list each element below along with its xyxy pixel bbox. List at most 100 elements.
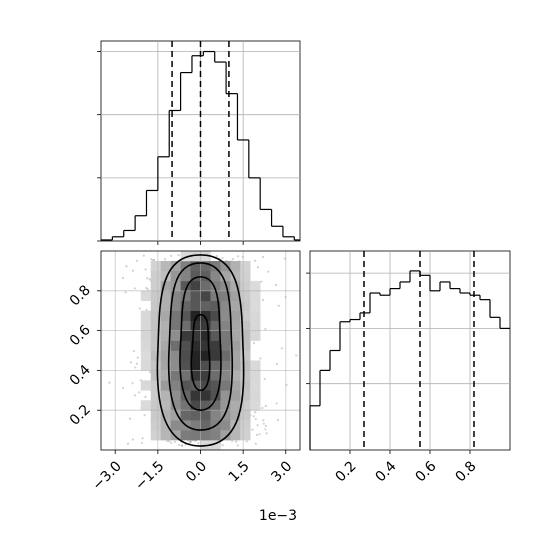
scatter-point-717 bbox=[258, 433, 261, 436]
density-cell-21 bbox=[150, 310, 161, 321]
scatter-point-747 bbox=[262, 422, 265, 425]
scatter-point-779 bbox=[261, 255, 265, 259]
density-cell-141 bbox=[220, 420, 231, 431]
density-cell-96 bbox=[190, 290, 201, 302]
density-cell-142 bbox=[220, 410, 231, 421]
density-cell-46 bbox=[170, 420, 181, 431]
bottom-right-ticks bbox=[306, 272, 471, 454]
density-cell-38 bbox=[160, 320, 171, 331]
density-cell-127 bbox=[210, 380, 221, 391]
density-cell-11 bbox=[150, 410, 161, 421]
density-cell-196 bbox=[250, 380, 261, 391]
scatter-point-233 bbox=[295, 354, 298, 357]
scatter-point-420 bbox=[256, 266, 260, 269]
density-cell-18 bbox=[150, 340, 161, 351]
density-cell-121 bbox=[210, 440, 221, 450]
scatter-point-640 bbox=[231, 439, 234, 443]
density-cell-51 bbox=[170, 370, 181, 381]
density-cell-62 bbox=[170, 260, 181, 272]
scatter-point-165 bbox=[177, 443, 181, 447]
density-cell-179 bbox=[240, 400, 251, 411]
density-cell-19 bbox=[150, 330, 161, 341]
scatter-point-59 bbox=[153, 258, 156, 262]
density-cell-39 bbox=[160, 310, 171, 321]
scatter-point-476 bbox=[133, 394, 137, 397]
density-cell-167 bbox=[230, 340, 241, 351]
bottom-right-x-tick-labels: 0.2 0.4 0.6 0.8 bbox=[333, 458, 480, 485]
top-left-quantile-lines bbox=[171, 41, 230, 241]
density-cell-54 bbox=[170, 340, 181, 351]
density-cell-184 bbox=[240, 350, 251, 361]
density-cell-59 bbox=[170, 290, 181, 302]
bl-ytick-label-2: 0.6 bbox=[67, 322, 94, 349]
density-cell-28 bbox=[160, 420, 171, 431]
scatter-point-383 bbox=[265, 432, 268, 435]
top-left-histogram-panel bbox=[97, 40, 301, 245]
density-cell-37 bbox=[160, 330, 171, 341]
density-cell-188 bbox=[240, 310, 251, 321]
density-cell-106 bbox=[200, 390, 211, 401]
scatter-point-228 bbox=[253, 259, 257, 262]
density-cell-56 bbox=[170, 320, 181, 331]
density-cell-136 bbox=[210, 290, 221, 302]
bottom-left-contours bbox=[156, 254, 245, 447]
density-cell-170 bbox=[230, 310, 241, 321]
br-xtick-label-3: 0.8 bbox=[453, 458, 480, 485]
density-cell-24 bbox=[150, 280, 161, 292]
density-cell-35 bbox=[160, 350, 171, 361]
bottom-left-ticks bbox=[97, 290, 287, 454]
density-cell-113 bbox=[200, 320, 211, 331]
bl-ytick-label-3: 0.8 bbox=[67, 282, 94, 309]
scatter-point-637 bbox=[142, 254, 145, 257]
density-cell-109 bbox=[200, 360, 211, 371]
density-cell-152 bbox=[220, 310, 231, 321]
bottom-right-histogram-steps bbox=[309, 270, 510, 450]
scatter-point-482 bbox=[215, 254, 218, 258]
density-cell-166 bbox=[230, 350, 241, 361]
density-cell-68 bbox=[180, 380, 191, 391]
scatter-point-350 bbox=[91, 429, 93, 431]
scatter-point-723 bbox=[145, 286, 148, 290]
scatter-point-262 bbox=[135, 362, 138, 365]
density-cell-23 bbox=[150, 290, 161, 302]
density-cell-149 bbox=[220, 340, 231, 351]
density-cell-135 bbox=[210, 300, 221, 311]
bl-xtick-label-4: 3.0 bbox=[268, 458, 295, 485]
scatter-point-708 bbox=[275, 402, 278, 405]
scatter-point-19 bbox=[189, 440, 192, 443]
density-cell-185 bbox=[240, 340, 251, 351]
density-cell-169 bbox=[230, 320, 241, 331]
density-cell-114 bbox=[200, 310, 211, 321]
density-cell-65 bbox=[180, 410, 191, 421]
density-cell-31 bbox=[160, 390, 171, 401]
density-cell-63 bbox=[180, 430, 191, 441]
density-cell-34 bbox=[160, 360, 171, 371]
density-cell-124 bbox=[210, 410, 221, 421]
bl-xtick-label-0: −3.0 bbox=[89, 458, 124, 493]
density-cell-139 bbox=[210, 260, 221, 272]
density-cell-116 bbox=[200, 290, 211, 302]
density-cell-13 bbox=[150, 390, 161, 401]
density-cell-94 bbox=[190, 310, 201, 321]
density-cell-26 bbox=[150, 260, 161, 272]
density-cell-145 bbox=[220, 380, 231, 391]
density-cell-110 bbox=[200, 350, 211, 361]
scatter-point-704 bbox=[125, 265, 128, 268]
scatter-point-861 bbox=[131, 382, 134, 385]
density-cell-84 bbox=[190, 410, 201, 421]
density-cell-66 bbox=[180, 400, 191, 411]
density-cell-74 bbox=[180, 320, 191, 331]
bl-ytick-label-1: 0.4 bbox=[67, 362, 94, 389]
density-cell-1 bbox=[140, 380, 152, 391]
density-cell-99 bbox=[190, 260, 201, 272]
density-cell-164 bbox=[230, 370, 241, 381]
scatter-point-725 bbox=[177, 253, 180, 257]
scatter-point-818 bbox=[168, 440, 171, 443]
density-cell-197 bbox=[250, 370, 261, 381]
density-cell-79 bbox=[180, 270, 191, 282]
scatter-point-693 bbox=[197, 442, 200, 445]
scatter-point-543 bbox=[138, 391, 141, 394]
scatter-point-112 bbox=[237, 255, 240, 258]
density-cell-191 bbox=[240, 280, 251, 292]
bottom-left-2d-panel: −3.0 −1.5 0.0 1.5 3.0 0.2 0.4 0.6 0.8 1e−3 bbox=[67, 250, 301, 524]
